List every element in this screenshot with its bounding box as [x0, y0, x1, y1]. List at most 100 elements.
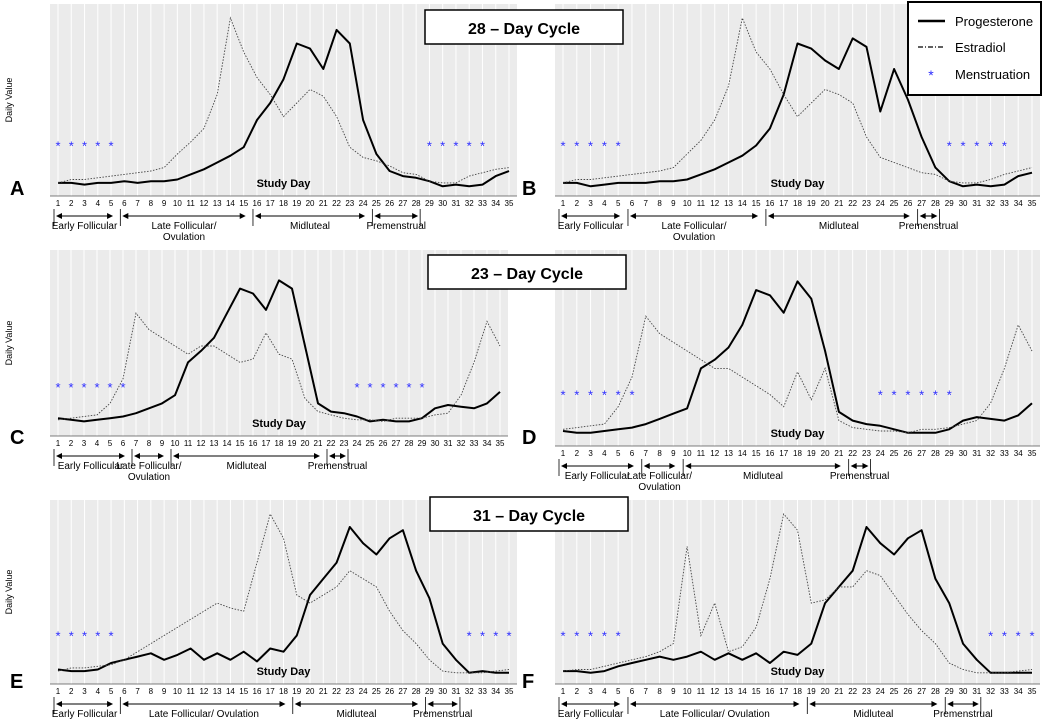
panel-letter: B — [522, 178, 536, 200]
x-tick-label-33: 33 — [1000, 199, 1009, 208]
x-tick-label-34: 34 — [1014, 687, 1023, 696]
x-tick-label-34: 34 — [491, 687, 500, 696]
phase-arrowhead-right — [669, 463, 676, 469]
phase-label: Premenstrual — [899, 221, 958, 232]
phase-arrowhead-left — [850, 463, 857, 469]
x-tick-label-13: 13 — [213, 687, 222, 696]
phase-annotations: Early Follicular Late Follicular/ Ovulati… — [52, 697, 472, 720]
menstruation-marker-day-3: * — [82, 628, 87, 643]
phase-annotations: Early Follicular Late Follicular/Ovulatio… — [52, 209, 426, 243]
menstruation-marker-day-2: * — [69, 139, 74, 154]
x-tick-label-24: 24 — [876, 687, 885, 696]
x-tick-label-7: 7 — [644, 199, 649, 208]
x-tick-label-18: 18 — [793, 449, 802, 458]
cycle-title-31: 31 – Day Cycle — [429, 496, 629, 532]
x-tick-label-15: 15 — [236, 439, 245, 448]
x-tick-label-9: 9 — [162, 687, 167, 696]
phase-arrowhead-left — [767, 213, 774, 219]
x-tick-label-14: 14 — [738, 199, 747, 208]
menstruation-marker-day-1: * — [560, 388, 565, 403]
x-tick-label-30: 30 — [959, 199, 968, 208]
x-tick-label-29: 29 — [945, 687, 954, 696]
menstruation-marker-day-35: * — [506, 628, 511, 643]
x-tick-label-8: 8 — [657, 687, 662, 696]
phase-arrowhead-right — [903, 213, 910, 219]
menstruation-marker-day-3: * — [82, 139, 87, 154]
x-tick-label-31: 31 — [451, 199, 460, 208]
x-tick-label-17: 17 — [779, 199, 788, 208]
x-tick-label-21: 21 — [319, 687, 328, 696]
x-tick-label-12: 12 — [710, 449, 719, 458]
x-tick-label-24: 24 — [876, 199, 885, 208]
x-tick-label-14: 14 — [738, 449, 747, 458]
series-estradiol — [562, 16, 1033, 184]
x-tick-label-13: 13 — [213, 199, 222, 208]
x-tick-label-22: 22 — [332, 199, 341, 208]
phase-arrowhead-right — [931, 701, 938, 707]
series-progesterone — [562, 280, 1033, 434]
x-tick-label-33: 33 — [478, 199, 487, 208]
phase-label: Premenstrual — [367, 221, 426, 232]
legend: Progesterone Estradiol * Menstruation — [907, 1, 1042, 96]
phase-arrowhead-right — [119, 453, 125, 459]
menstruation-marker-day-35: * — [1029, 628, 1034, 643]
menstruation-marker-day-2: * — [69, 628, 74, 643]
menstruation-marker-day-4: * — [602, 628, 607, 643]
x-tick-label-33: 33 — [1000, 449, 1009, 458]
x-tick-label-4: 4 — [602, 199, 607, 208]
phase-label: Late Follicular/ Ovulation — [149, 709, 259, 720]
phase-arrowhead-right — [239, 213, 246, 219]
phase-arrowhead-left — [56, 213, 62, 219]
legend-menstruation-icon: * — [928, 67, 934, 83]
menstruation-marker-day-33: * — [480, 139, 485, 154]
x-tick-label-26: 26 — [385, 199, 394, 208]
menstruation-marker-day-1: * — [55, 139, 60, 154]
x-tick-label-15: 15 — [752, 199, 761, 208]
x-tick-label-21: 21 — [834, 687, 843, 696]
x-tick-label-32: 32 — [986, 199, 995, 208]
x-tick-label-20: 20 — [306, 687, 315, 696]
legend-menstruation-label: Menstruation — [955, 67, 1030, 82]
cycle-title-23: 23 – Day Cycle — [427, 254, 627, 290]
cycle-title-28: 28 – Day Cycle — [424, 9, 624, 45]
x-tick-label-16: 16 — [765, 687, 774, 696]
phase-arrowhead-left — [122, 213, 129, 219]
x-tick-label-26: 26 — [379, 439, 388, 448]
menstruation-marker-day-26: * — [380, 380, 385, 395]
x-tick-label-2: 2 — [69, 687, 74, 696]
panel-letter: E — [10, 671, 23, 693]
x-tick-label-19: 19 — [807, 199, 816, 208]
menstruation-marker-day-5: * — [616, 628, 621, 643]
y-axis-label: Daily Value — [4, 78, 14, 123]
x-tick-label-17: 17 — [262, 439, 271, 448]
x-tick-label-29: 29 — [425, 199, 434, 208]
x-tick-label-31: 31 — [444, 439, 453, 448]
x-tick-label-6: 6 — [630, 199, 635, 208]
menstruation-marker-day-29: * — [427, 139, 432, 154]
x-tick-label-7: 7 — [644, 687, 649, 696]
series-progesterone — [58, 28, 510, 188]
menstruation-marker-day-33: * — [1002, 139, 1007, 154]
menstruation-marker-day-2: * — [68, 380, 73, 395]
x-tick-label-32: 32 — [457, 439, 466, 448]
x-tick-label-11: 11 — [697, 687, 706, 696]
x-axis-label: Study Day — [771, 666, 826, 678]
x-tick-label-15: 15 — [752, 449, 761, 458]
phase-label: Late Follicular/ — [151, 221, 216, 232]
series-estradiol — [562, 315, 1033, 434]
x-tick-label-2: 2 — [575, 687, 580, 696]
x-tick-label-33: 33 — [478, 687, 487, 696]
x-tick-label-23: 23 — [345, 199, 354, 208]
x-tick-label-25: 25 — [890, 449, 899, 458]
x-tick-label-33: 33 — [1000, 687, 1009, 696]
x-tick-label-25: 25 — [890, 687, 899, 696]
x-tick-label-3: 3 — [82, 439, 87, 448]
phase-label: Midluteal — [743, 471, 783, 482]
x-tick-label-16: 16 — [253, 687, 262, 696]
x-tick-label-29: 29 — [425, 687, 434, 696]
x-tick-label-13: 13 — [210, 439, 219, 448]
x-tick-label-22: 22 — [848, 449, 857, 458]
phase-label: Premenstrual — [933, 709, 992, 720]
